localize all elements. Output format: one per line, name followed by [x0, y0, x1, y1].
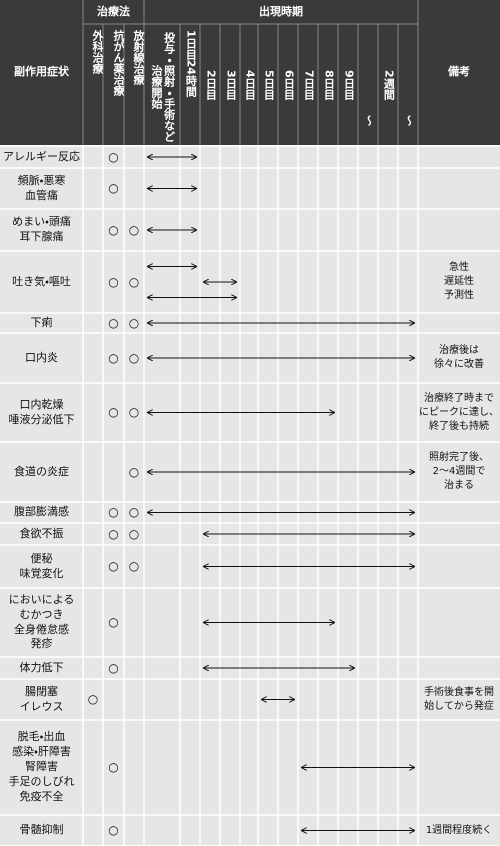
treatment-mark: ○ [108, 149, 119, 164]
treatment-mark: ○ [108, 526, 119, 541]
treatment-label: 抗がん薬治療 [112, 30, 125, 96]
treatment-mark: ○ [128, 315, 140, 330]
treatment-mark: ○ [108, 760, 119, 775]
time-label: 2日目 [204, 70, 218, 100]
symptom: においによる むかつき 全身倦怠感 発疹 [8, 592, 75, 651]
time-label: 8日目 [322, 70, 336, 100]
symptom: 腹部膨満感 [14, 505, 69, 519]
treatment-mark: ○ [108, 505, 119, 520]
time-label: 9日目 [342, 70, 356, 100]
symptom: 食欲不振 [19, 526, 64, 540]
note-header: 備考 [448, 65, 470, 79]
treatment-mark: ○ [128, 405, 140, 420]
treatment-mark: ○ [108, 315, 119, 330]
symptom: 食道の炎症 [14, 464, 69, 478]
symptom: アレルギー反応 [3, 149, 80, 163]
note: 急性 遅延性 予測性 [444, 262, 474, 301]
symptom: 骨髄抑制 [19, 823, 64, 837]
time-label: 5日目 [262, 70, 276, 100]
treatment-mark: ○ [108, 181, 119, 196]
treatment-mark: ○ [108, 559, 119, 574]
treatment-mark: ○ [108, 660, 119, 675]
treatment-mark: ○ [128, 559, 140, 574]
time-label: 2週間 [382, 70, 396, 100]
treatment-header: 治療法 [97, 4, 130, 18]
note: 治療後は 徐々に改善 [434, 345, 484, 370]
symptom: 口内炎 [25, 350, 58, 364]
note: 照射完了後、 2〜4週間で 治まる [429, 452, 489, 491]
treatment-label: 外科治療 [91, 30, 104, 74]
time-label: 〜 [402, 114, 416, 126]
time-label: 3日目 [224, 70, 238, 100]
symptom: 吐き気・嘔吐 [12, 274, 71, 288]
note: 手術後食事を開 始してから発症 [424, 686, 494, 712]
symptom: めまい・頭痛 耳下腺痛 [12, 215, 71, 243]
treatment-mark: ○ [128, 526, 140, 541]
treatment-mark: ○ [108, 405, 119, 420]
symptom: 頻脈・悪寒 血管痛 [17, 173, 66, 202]
treatment-mark: ○ [128, 222, 140, 237]
symptom: 口内乾燥 唾液分泌低下 [8, 397, 75, 426]
timing-header: 出現時期 [259, 4, 303, 18]
treatment-mark: ○ [128, 274, 140, 289]
treatment-mark: ○ [128, 464, 140, 479]
treatment-mark: ○ [128, 505, 140, 520]
symptom: 脱毛・出血 感染・肝障害 腎障害 手足のしびれ 免疫不全 [8, 730, 75, 803]
treatment-mark: ○ [108, 274, 119, 289]
note: 治療終了時まで にピークに達し、 終了後も持続 [419, 392, 499, 432]
treatment-mark: ○ [108, 823, 119, 838]
treatment-mark: ○ [108, 222, 119, 237]
symptom: 体力低下 [19, 660, 64, 674]
time-label: 1日目24時間 [184, 30, 198, 97]
time-label: 7日目 [302, 70, 316, 100]
treatment-mark: ○ [108, 350, 119, 365]
time-label: 投与・照射・手術など治療開始 [150, 32, 176, 142]
time-label: 4日目 [243, 70, 257, 100]
time-label: 〜 [362, 114, 376, 126]
time-label: 6日目 [282, 70, 296, 100]
symptom-header: 副作用症状 [14, 65, 69, 79]
symptom: 便秘 味覚変化 [19, 551, 64, 580]
symptom: 腸閉塞 イレウス [19, 684, 64, 713]
note: 1週間程度続く [425, 824, 493, 836]
treatment-mark: ○ [108, 615, 119, 630]
treatment-label: 放射線治療 [132, 30, 145, 85]
treatment-mark: ○ [128, 350, 140, 365]
treatment-mark: ○ [87, 692, 99, 707]
symptom: 下痢 [30, 315, 53, 329]
